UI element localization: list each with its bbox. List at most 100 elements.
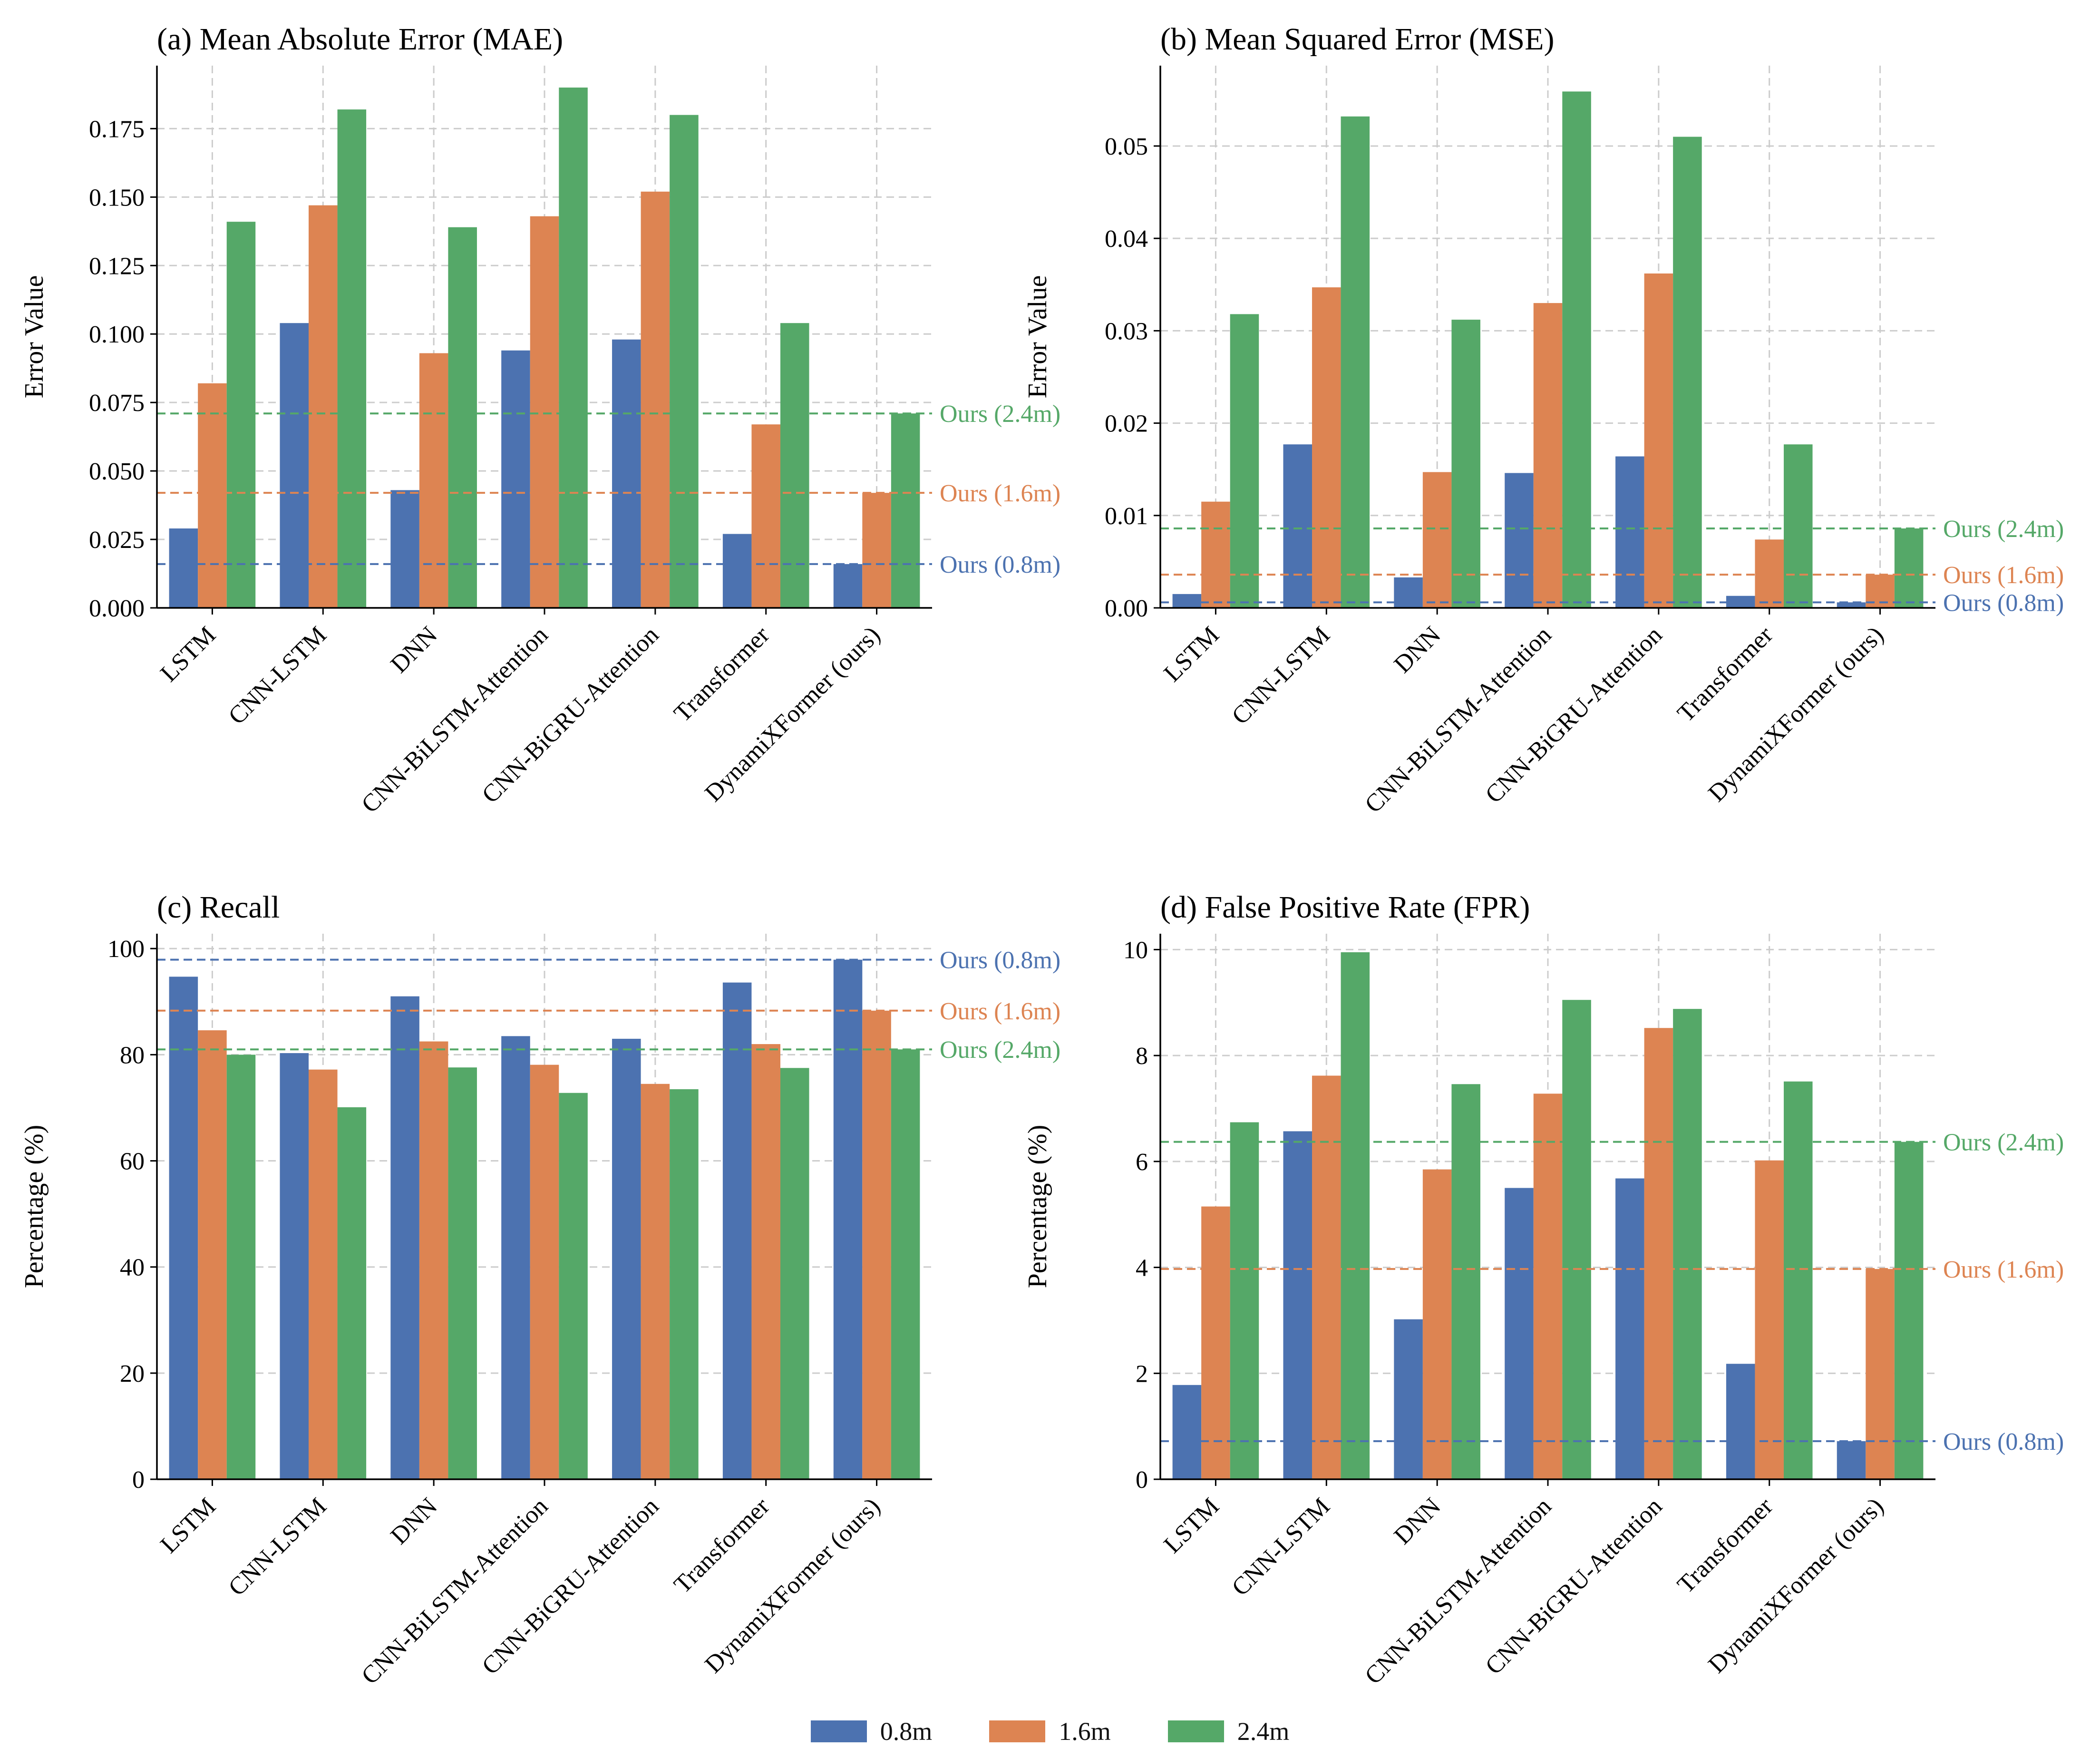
y-tick-label: 0.175 — [89, 116, 145, 143]
x-tick-label: CNN-BiLSTM-Attention — [1360, 1493, 1556, 1690]
bar-0.8m-3 — [1505, 473, 1534, 608]
bar-2.4m-1 — [337, 109, 367, 608]
bar-1.6m-1 — [1312, 287, 1341, 608]
bar-0.8m-1 — [1283, 444, 1312, 608]
x-tick-label: Transformer — [669, 621, 775, 727]
bar-0.8m-4 — [612, 1038, 641, 1479]
bar-0.8m-0 — [169, 977, 198, 1479]
y-tick-label: 0.04 — [1105, 225, 1148, 253]
ref-line-label-1: Ours (1.6m) — [1943, 562, 2064, 589]
bar-0.8m-3 — [501, 350, 530, 608]
bar-2.4m-5 — [1783, 444, 1813, 608]
bar-0.8m-4 — [612, 339, 641, 608]
legend: 0.8m 1.6m 2.4m — [0, 1712, 2100, 1750]
x-tick-label: CNN-LSTM — [1227, 1493, 1335, 1601]
bar-1.6m-6 — [862, 1010, 891, 1479]
bar-0.8m-6 — [833, 959, 863, 1479]
bar-1.6m-1 — [1312, 1075, 1341, 1479]
bar-2.4m-4 — [670, 115, 699, 608]
chart-title: (d) False Positive Rate (FPR) — [1160, 890, 1530, 925]
bar-2.4m-1 — [1341, 116, 1370, 608]
bar-1.6m-3 — [530, 216, 559, 608]
bar-1.6m-2 — [1422, 472, 1452, 608]
bar-2.4m-4 — [1673, 137, 1702, 608]
bar-1.6m-5 — [751, 424, 780, 608]
x-tick-label: CNN-BiGRU-Attention — [477, 1493, 664, 1680]
y-tick-label: 2 — [1136, 1360, 1148, 1387]
bar-1.6m-0 — [1201, 1206, 1230, 1479]
bar-0.8m-6 — [833, 564, 863, 608]
bar-2.4m-2 — [1451, 1084, 1480, 1479]
bar-2.4m-5 — [780, 323, 809, 608]
legend-item-0: 0.8m — [810, 1717, 933, 1746]
bar-0.8m-2 — [1394, 1319, 1423, 1479]
ref-line-label-2: Ours (2.4m) — [1943, 1129, 2064, 1156]
y-tick-label: 10 — [1123, 937, 1148, 964]
bar-2.4m-6 — [1894, 528, 1924, 608]
y-tick-label: 40 — [120, 1254, 145, 1281]
chart-title: (a) Mean Absolute Error (MAE) — [157, 22, 563, 57]
ref-line-label-1: Ours (1.6m) — [940, 998, 1060, 1025]
y-tick-label: 0.00 — [1105, 595, 1148, 622]
y-tick-label: 100 — [107, 936, 145, 963]
legend-item-2: 2.4m — [1167, 1717, 1289, 1746]
y-axis-label: Percentage (%) — [1023, 1125, 1052, 1289]
y-tick-label: 0 — [1136, 1466, 1148, 1494]
ref-line-label-1: Ours (1.6m) — [1943, 1256, 2064, 1283]
bar-2.4m-5 — [780, 1068, 809, 1479]
x-tick-label: CNN-LSTM — [224, 621, 332, 730]
bar-2.4m-3 — [1562, 1000, 1591, 1479]
x-tick-label: CNN-BiGRU-Attention — [1480, 1493, 1668, 1680]
bar-2.4m-5 — [1783, 1081, 1813, 1479]
bar-0.8m-6 — [1837, 602, 1866, 608]
x-tick-label: CNN-BiGRU-Attention — [1480, 621, 1668, 809]
legend-item-1: 1.6m — [989, 1717, 1111, 1746]
bar-1.6m-1 — [309, 1069, 338, 1479]
ref-line-label-0: Ours (0.8m) — [940, 947, 1060, 974]
bar-2.4m-3 — [559, 88, 588, 608]
x-tick-label: Transformer — [669, 1493, 775, 1599]
y-tick-label: 60 — [120, 1148, 145, 1175]
bar-1.6m-1 — [309, 205, 338, 608]
x-tick-label: DNN — [1389, 1493, 1446, 1550]
bar-0.8m-1 — [1283, 1131, 1312, 1479]
y-tick-label: 8 — [1136, 1043, 1148, 1070]
ref-line-label-2: Ours (2.4m) — [940, 1036, 1060, 1064]
bar-0.8m-1 — [280, 323, 309, 608]
bar-2.4m-4 — [1673, 1009, 1702, 1479]
bar-1.6m-4 — [641, 1084, 670, 1479]
legend-label-0: 0.8m — [880, 1717, 933, 1746]
bar-1.6m-2 — [1422, 1169, 1452, 1479]
bar-1.6m-4 — [641, 191, 670, 608]
bar-0.8m-5 — [722, 982, 752, 1479]
y-tick-label: 0.075 — [89, 390, 145, 417]
bar-0.8m-6 — [1837, 1441, 1866, 1479]
x-tick-label: LSTM — [1159, 1493, 1225, 1558]
bar-0.8m-2 — [390, 996, 419, 1479]
bar-1.6m-5 — [751, 1044, 780, 1479]
bar-1.6m-2 — [419, 353, 448, 608]
bar-2.4m-6 — [891, 1049, 920, 1479]
legend-swatch-0 — [810, 1720, 867, 1742]
chart-title: (b) Mean Squared Error (MSE) — [1160, 22, 1554, 57]
bar-1.6m-2 — [419, 1041, 448, 1479]
bar-0.8m-5 — [1726, 1364, 1755, 1479]
bar-0.8m-3 — [1505, 1188, 1534, 1479]
bar-0.8m-5 — [722, 534, 752, 608]
bar-1.6m-0 — [198, 383, 227, 608]
bar-1.6m-0 — [1201, 501, 1230, 608]
bar-0.8m-2 — [1394, 577, 1423, 608]
chart-panel-0: 0.000 0.025 0.050 0.075 0.100 0.125 0.150 0.175… — [19, 22, 1060, 818]
ref-line-label-1: Ours (1.6m) — [940, 480, 1060, 507]
bar-1.6m-0 — [198, 1030, 227, 1479]
x-tick-label: DNN — [386, 621, 443, 678]
y-axis-label: Error Value — [1023, 275, 1052, 399]
x-tick-label: LSTM — [1159, 621, 1225, 687]
y-axis-label: Error Value — [19, 275, 49, 399]
bar-0.8m-4 — [1615, 1178, 1644, 1479]
ref-line-label-0: Ours (0.8m) — [1943, 1428, 2064, 1455]
bar-1.6m-6 — [1866, 1269, 1895, 1479]
y-tick-label: 80 — [120, 1042, 145, 1069]
bar-1.6m-3 — [1533, 303, 1563, 608]
ref-line-label-0: Ours (0.8m) — [940, 551, 1060, 578]
